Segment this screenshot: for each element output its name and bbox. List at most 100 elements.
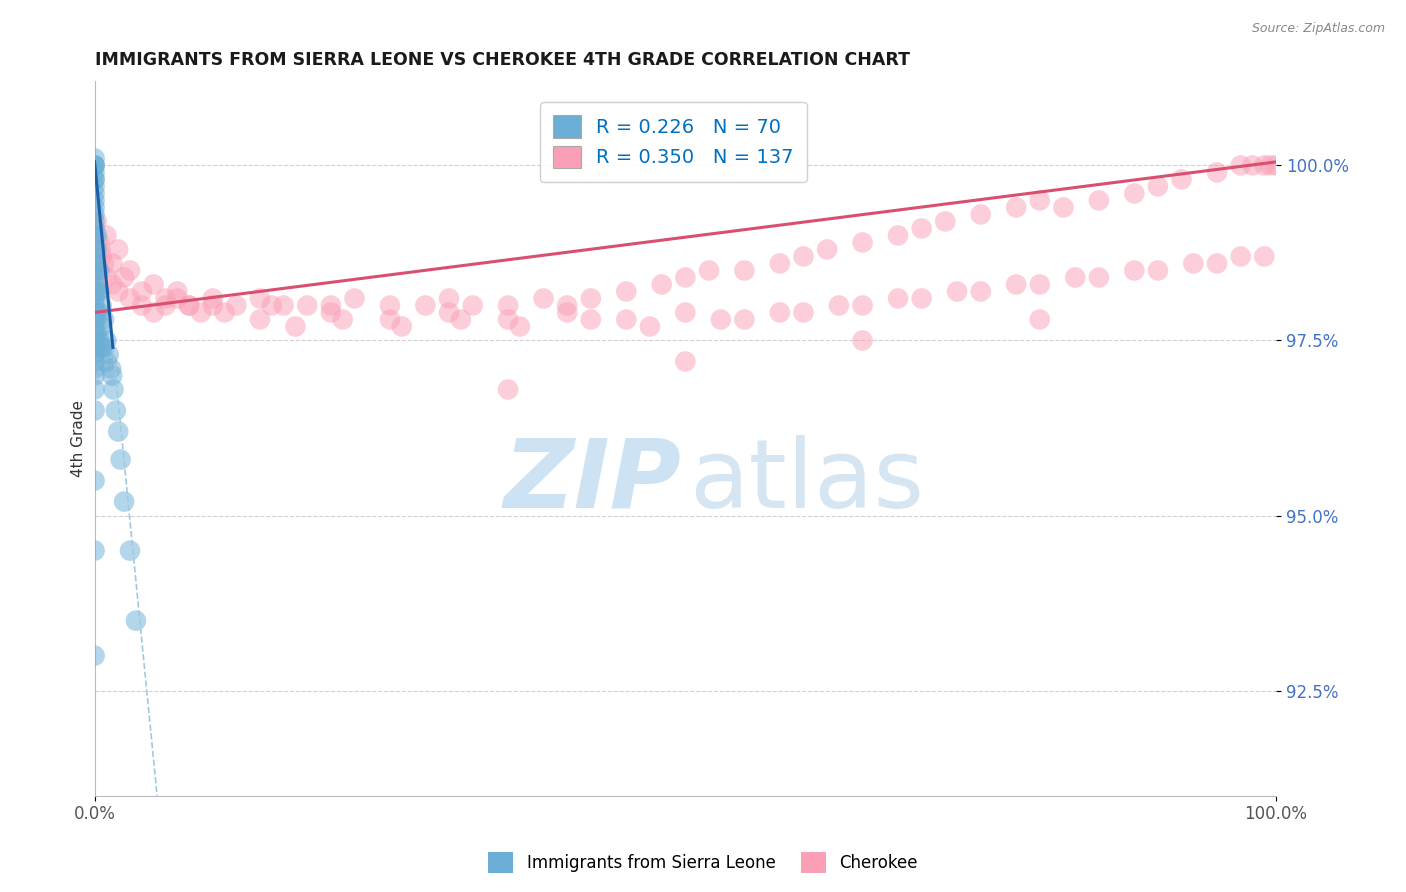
Point	[1147, 179, 1170, 194]
Point	[83, 158, 105, 172]
Point	[83, 403, 105, 417]
Point	[155, 298, 177, 312]
Point	[1206, 256, 1229, 270]
Point	[733, 312, 755, 326]
Point	[83, 228, 105, 243]
Point	[83, 207, 105, 221]
Point	[83, 354, 105, 368]
Point	[1029, 277, 1052, 292]
Y-axis label: 4th Grade: 4th Grade	[72, 400, 86, 477]
Point	[496, 312, 519, 326]
Point	[83, 543, 105, 558]
Point	[83, 249, 105, 263]
Point	[461, 298, 484, 312]
Point	[1253, 158, 1275, 172]
Point	[1253, 249, 1275, 263]
Point	[83, 474, 105, 488]
Point	[83, 186, 105, 201]
Point	[90, 298, 112, 312]
Point	[83, 179, 105, 194]
Point	[83, 235, 105, 250]
Point	[83, 361, 105, 376]
Point	[415, 298, 437, 312]
Point	[614, 312, 637, 326]
Point	[96, 354, 118, 368]
Point	[93, 312, 115, 326]
Point	[1123, 186, 1146, 201]
Point	[84, 256, 107, 270]
Point	[1258, 158, 1281, 172]
Point	[107, 285, 129, 299]
Point	[343, 292, 366, 306]
Point	[970, 207, 993, 221]
Point	[83, 256, 105, 270]
Point	[89, 263, 111, 277]
Point	[378, 298, 401, 312]
Point	[166, 292, 188, 306]
Point	[83, 214, 105, 228]
Point	[851, 235, 873, 250]
Point	[378, 312, 401, 326]
Point	[83, 285, 105, 299]
Point	[83, 243, 105, 257]
Point	[1229, 158, 1251, 172]
Point	[651, 277, 673, 292]
Point	[391, 319, 413, 334]
Point	[673, 305, 696, 319]
Point	[83, 312, 105, 326]
Point	[90, 341, 112, 355]
Point	[887, 228, 910, 243]
Point	[769, 256, 792, 270]
Point	[284, 319, 307, 334]
Point	[828, 298, 851, 312]
Point	[1064, 270, 1087, 285]
Point	[83, 368, 105, 383]
Point	[710, 312, 733, 326]
Point	[437, 305, 460, 319]
Point	[142, 277, 165, 292]
Point	[104, 403, 127, 417]
Point	[792, 305, 814, 319]
Point	[673, 354, 696, 368]
Point	[84, 285, 107, 299]
Point	[90, 249, 112, 263]
Point	[89, 305, 111, 319]
Point	[93, 256, 115, 270]
Point	[90, 319, 112, 334]
Point	[89, 235, 111, 250]
Point	[733, 263, 755, 277]
Point	[450, 312, 472, 326]
Point	[509, 319, 531, 334]
Point	[83, 292, 105, 306]
Point	[101, 277, 124, 292]
Point	[851, 298, 873, 312]
Point	[84, 341, 107, 355]
Point	[83, 172, 105, 186]
Point	[83, 277, 105, 292]
Point	[83, 383, 105, 397]
Legend: R = 0.226   N = 70, R = 0.350   N = 137: R = 0.226 N = 70, R = 0.350 N = 137	[540, 102, 807, 182]
Point	[86, 228, 108, 243]
Point	[86, 285, 108, 299]
Point	[1206, 165, 1229, 179]
Point	[155, 292, 177, 306]
Point	[83, 158, 105, 172]
Point	[319, 305, 342, 319]
Point	[673, 270, 696, 285]
Point	[86, 326, 108, 341]
Point	[1005, 277, 1028, 292]
Point	[131, 298, 153, 312]
Point	[533, 292, 555, 306]
Point	[177, 298, 200, 312]
Point	[125, 614, 148, 628]
Point	[887, 292, 910, 306]
Point	[83, 305, 105, 319]
Point	[131, 285, 153, 299]
Point	[112, 270, 135, 285]
Point	[579, 312, 602, 326]
Point	[496, 383, 519, 397]
Point	[83, 172, 105, 186]
Point	[84, 312, 107, 326]
Point	[96, 270, 118, 285]
Text: IMMIGRANTS FROM SIERRA LEONE VS CHEROKEE 4TH GRADE CORRELATION CHART: IMMIGRANTS FROM SIERRA LEONE VS CHEROKEE…	[94, 51, 910, 69]
